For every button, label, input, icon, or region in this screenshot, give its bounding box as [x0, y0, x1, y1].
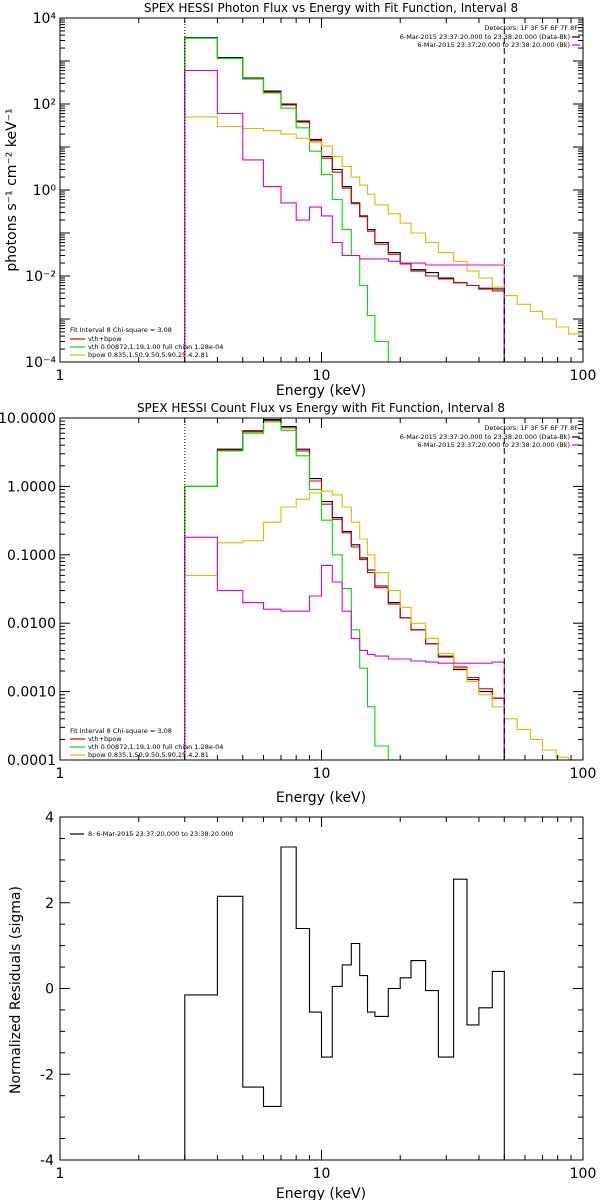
y-tick-label: 10⁰ [33, 183, 57, 199]
series-bpow [184, 116, 583, 362]
x-ticks: 1 10 100 [56, 817, 597, 1182]
series-total [184, 418, 505, 760]
y-tick-label: 0.0100 [7, 616, 56, 632]
series-fit_sum [184, 419, 505, 760]
legend-vth: vth 0.00872,1.19,1.00 full chian 1.28e-0… [88, 343, 223, 351]
legend-data-bk: 6-Mar-2015 23:37:20.000 to 23:38:20.000 … [400, 33, 570, 41]
series-background [184, 536, 505, 760]
y-tick-label: 10.0000 [0, 411, 56, 427]
x-tick-label: 100 [570, 766, 597, 782]
count-flux-xlabel: Energy (keV) [276, 790, 366, 806]
legend-fit-interval: Fit Interval 8 Chi-square = 3.08 [70, 326, 172, 334]
legend-bk: 6-Mar-2015 23:37:20.000 to 23:38:20.000 … [417, 41, 570, 49]
legend-fit-interval: Fit Interval 8 Chi-square = 3.08 [70, 727, 172, 735]
series-bpow [184, 490, 570, 760]
y-tick-label: -2 [40, 1067, 54, 1083]
residuals-xlabel: Energy (keV) [276, 1186, 366, 1200]
x-tick-label: 10 [313, 368, 331, 384]
photon-flux-ylabel: photons s⁻¹ cm⁻² keV⁻¹ [4, 108, 20, 271]
y-ticks: -4 -2 0 2 4 [40, 810, 583, 1169]
residuals-ylabel: Normalized Residuals (sigma) [8, 886, 24, 1094]
plot-area [184, 846, 505, 1160]
y-tick-label: 10⁻⁴ [25, 355, 56, 371]
photon-flux-panel: SPEX HESSI Photon Flux vs Energy with Fi… [4, 1, 597, 399]
y-tick-label: -4 [40, 1153, 54, 1169]
series-vth [184, 421, 389, 760]
y-tick-label: 10⁴ [33, 11, 57, 27]
photon-flux-legend-bottom-left: Fit Interval 8 Chi-square = 3.08 vth+bpo… [70, 326, 223, 359]
y-tick-label: 0.0010 [7, 685, 56, 701]
legend-detectors: Detectors: 1F 3F 5F 6F 7F 8F [484, 24, 578, 32]
x-ticks: 1 10 100 [56, 418, 597, 782]
residuals-panel: Energy (keV) Normalized Residuals (sigma… [8, 810, 596, 1200]
legend-bpow: bpow 0.835,1.50,9.50,5.90,25.4,2.81 [88, 751, 209, 759]
photon-flux-legend-top-right: Detectors: 1F 3F 5F 6F 7F 8F 6-Mar-2015 … [400, 24, 580, 49]
series-residual [184, 846, 505, 1160]
legend-detectors: Detectors: 1F 3F 5F 6F 7F 8F [484, 424, 578, 432]
count-flux-title: SPEX HESSI Count Flux vs Energy with Fit… [137, 401, 505, 415]
series-fit_sum [184, 37, 505, 362]
count-flux-legend-top-right: Detectors: 1F 3F 5F 6F 7F 8F 6-Mar-2015 … [400, 424, 580, 449]
residuals-legend: 8. 6-Mar-2015 23:37:20.000 to 23:38:20.0… [88, 830, 234, 838]
x-tick-label: 1 [56, 766, 65, 782]
x-ticks: 1 10 100 [56, 18, 597, 384]
y-tick-label: 0.0001 [7, 753, 56, 769]
legend-vth: vth 0.00872,1.19,1.00 full chian 1.28e-0… [88, 743, 223, 751]
count-flux-panel: SPEX HESSI Count Flux vs Energy with Fit… [0, 401, 596, 806]
y-tick-label: 10⁻² [25, 269, 56, 285]
x-tick-label: 10 [313, 1166, 331, 1182]
y-tick-label: 0.1000 [7, 548, 56, 564]
count-flux-legend-bottom-left: Fit Interval 8 Chi-square = 3.08 vth+bpo… [70, 727, 223, 759]
photon-flux-xlabel: Energy (keV) [276, 383, 366, 399]
series-background [184, 69, 505, 362]
legend-bpow: bpow 0.835,1.50,9.50,5.90,25.4,2.81 [88, 351, 209, 359]
legend-bk: 6-Mar-2015 23:37:20.000 to 23:38:20.000 … [417, 441, 570, 449]
legend-fit-sum: vth+bpow [88, 735, 122, 743]
y-ticks: 0.0001 0.0010 0.0100 0.1000 1.0000 10.0000 [0, 411, 583, 769]
plot-area [184, 18, 583, 362]
legend-fit-sum: vth+bpow [88, 335, 122, 343]
y-tick-label: 2 [45, 896, 54, 912]
y-tick-label: 10² [33, 97, 56, 113]
photon-flux-title: SPEX HESSI Photon Flux vs Energy with Fi… [144, 1, 518, 15]
x-tick-label: 100 [570, 1166, 597, 1182]
x-tick-label: 100 [570, 368, 597, 384]
x-tick-label: 1 [56, 368, 65, 384]
y-ticks: 10⁻⁴ 10⁻² 10⁰ 10² 10⁴ [25, 11, 583, 371]
series-vth [184, 37, 389, 362]
y-tick-label: 1.0000 [7, 479, 56, 495]
y-tick-label: 4 [45, 810, 54, 826]
legend-data-bk: 6-Mar-2015 23:37:20.000 to 23:38:20.000 … [400, 433, 570, 441]
plot-area [184, 418, 570, 760]
y-tick-label: 0 [45, 982, 54, 998]
x-tick-label: 1 [56, 1166, 65, 1182]
series-total [184, 37, 505, 362]
x-tick-label: 10 [313, 766, 331, 782]
